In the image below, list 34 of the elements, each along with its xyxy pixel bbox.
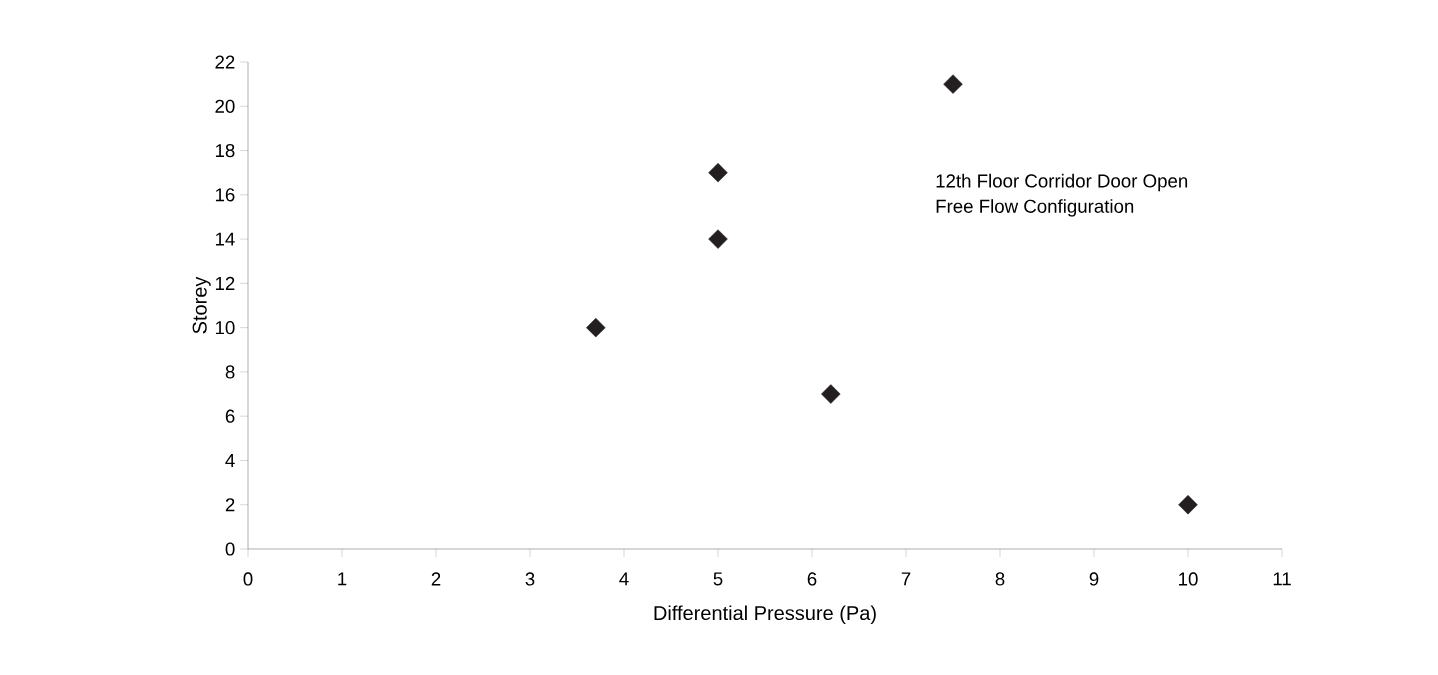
x-tick-label: 4 <box>619 572 629 586</box>
y-axis-title: Storey <box>192 276 211 334</box>
annotation: 12th Floor Corridor Door Open <box>936 173 1188 192</box>
y-tick-label: 18 <box>215 143 235 158</box>
y-tick-label: 8 <box>225 365 235 379</box>
point <box>708 162 728 183</box>
x-tick-label: 7 <box>901 572 911 586</box>
point <box>586 317 606 338</box>
point <box>708 229 728 249</box>
y-tick-label: 0 <box>225 542 235 556</box>
y-tick-label: 20 <box>215 99 235 113</box>
point <box>943 74 963 94</box>
y-tick-label: 2 <box>225 498 235 512</box>
x-tick-label: 1 <box>338 572 347 586</box>
y-tick-label: 14 <box>215 232 235 246</box>
y-tick-label: 12 <box>215 276 235 290</box>
x-axis-title: Differential Pressure (Pa) <box>654 605 876 625</box>
y-tick-label: 10 <box>215 321 235 335</box>
y-tick-label: 16 <box>215 188 235 202</box>
x-tick-label: 10 <box>1179 572 1198 586</box>
annotation: Free Flow Configuration <box>936 199 1134 217</box>
x-tick-label: 2 <box>431 572 441 586</box>
x-tick-label: 9 <box>1089 572 1099 586</box>
x-tick-label: 5 <box>713 572 723 586</box>
x-tick-label: 11 <box>1273 572 1291 586</box>
y-tick-label: 4 <box>225 454 235 467</box>
x-tick-label: 0 <box>243 572 253 586</box>
x-tick-label: 8 <box>995 572 1005 586</box>
point <box>1178 495 1198 515</box>
y-tick-label: 6 <box>225 409 235 423</box>
point <box>821 384 841 404</box>
x-tick-label: 3 <box>525 572 535 586</box>
y-tick-label: 22 <box>215 55 235 69</box>
x-tick-label: 6 <box>807 572 817 586</box>
